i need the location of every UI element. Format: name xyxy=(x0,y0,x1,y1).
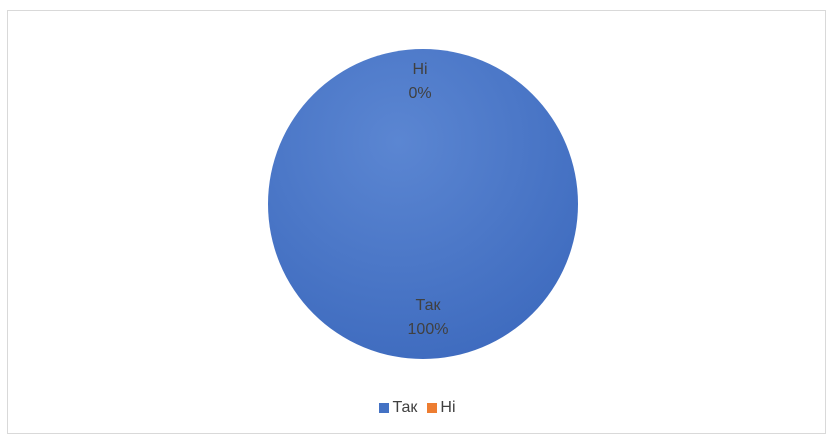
legend-swatch-tak xyxy=(379,403,390,413)
legend-label-ni: Ні xyxy=(440,399,456,416)
legend-item-tak: Так xyxy=(379,399,417,417)
legend-item-ni: Ні xyxy=(427,399,456,417)
data-label-percent-ni: 0% xyxy=(408,85,431,102)
pie-slices xyxy=(268,49,578,359)
data-label-category-tak: Так xyxy=(416,297,442,314)
pie-data-labels: Так 100% Ні 0% xyxy=(408,61,449,338)
data-label-category-ni: Ні xyxy=(412,61,427,78)
legend-label-tak: Так xyxy=(392,399,418,416)
data-label-percent-tak: 100% xyxy=(408,321,449,338)
legend-swatch-ni xyxy=(427,403,438,413)
legend: Так Ні xyxy=(0,399,835,417)
pie-slice-tak xyxy=(268,49,578,359)
